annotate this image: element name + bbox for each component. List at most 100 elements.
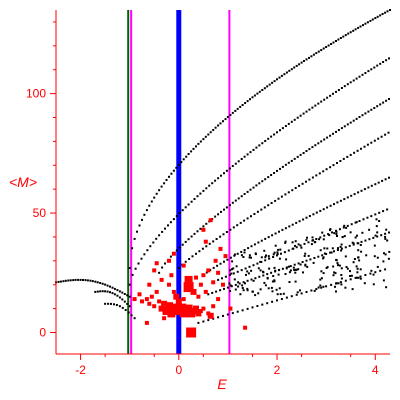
black-point bbox=[293, 66, 296, 69]
black-point bbox=[302, 112, 305, 115]
black-point bbox=[364, 22, 367, 25]
black-point bbox=[208, 184, 211, 187]
red-point bbox=[201, 227, 206, 232]
black-point bbox=[244, 282, 246, 285]
black-point bbox=[266, 273, 269, 276]
black-point bbox=[323, 234, 326, 237]
black-point bbox=[315, 211, 318, 214]
black-point bbox=[273, 172, 276, 174]
black-point bbox=[231, 111, 234, 114]
black-point bbox=[384, 268, 387, 271]
black-point bbox=[82, 279, 84, 281]
black-point bbox=[273, 251, 276, 254]
black-point bbox=[267, 287, 270, 290]
black-point bbox=[384, 232, 387, 235]
black-point bbox=[209, 131, 212, 134]
black-point bbox=[284, 193, 287, 196]
black-point bbox=[313, 289, 316, 292]
red-point bbox=[144, 320, 149, 325]
black-point bbox=[344, 34, 347, 37]
black-point bbox=[373, 66, 376, 69]
black-point bbox=[190, 235, 193, 238]
black-point bbox=[248, 256, 251, 259]
black-point bbox=[214, 215, 217, 218]
black-point bbox=[300, 246, 303, 249]
black-point bbox=[322, 272, 325, 275]
black-point bbox=[169, 221, 172, 224]
black-point bbox=[263, 249, 266, 252]
black-point bbox=[217, 124, 220, 127]
black-point bbox=[225, 206, 228, 209]
black-point bbox=[308, 108, 311, 111]
black-point bbox=[255, 184, 258, 187]
black-point bbox=[240, 195, 243, 198]
red-point bbox=[162, 316, 167, 321]
black-point bbox=[335, 230, 338, 233]
black-point bbox=[267, 176, 270, 179]
black-point bbox=[312, 213, 315, 216]
black-point bbox=[188, 258, 191, 260]
black-point bbox=[247, 272, 250, 275]
black-point bbox=[153, 196, 156, 199]
black-point bbox=[374, 234, 377, 237]
black-point bbox=[260, 239, 263, 242]
black-point bbox=[158, 234, 161, 237]
black-point bbox=[346, 267, 349, 270]
black-point bbox=[384, 178, 387, 181]
black-point bbox=[343, 85, 346, 88]
black-point bbox=[198, 250, 201, 253]
black-point bbox=[314, 144, 317, 147]
black-point bbox=[305, 239, 308, 242]
black-point bbox=[287, 122, 290, 125]
black-point bbox=[279, 129, 281, 132]
black-point bbox=[257, 292, 260, 295]
black-point bbox=[199, 192, 202, 195]
black-point bbox=[335, 290, 337, 293]
black-point bbox=[152, 241, 155, 244]
black-point bbox=[256, 305, 259, 307]
black-point bbox=[366, 21, 369, 24]
black-point bbox=[126, 294, 129, 297]
black-point bbox=[327, 233, 330, 236]
black-point bbox=[305, 180, 307, 183]
black-point bbox=[337, 129, 340, 131]
black-point bbox=[246, 270, 249, 273]
red-point bbox=[171, 251, 176, 256]
black-point bbox=[231, 312, 234, 315]
black-point bbox=[352, 243, 355, 246]
red-point bbox=[190, 288, 197, 295]
black-point bbox=[347, 32, 350, 35]
black-point bbox=[320, 49, 323, 52]
black-point bbox=[234, 162, 237, 165]
black-point bbox=[385, 228, 388, 231]
black-point bbox=[231, 165, 234, 167]
black-point bbox=[346, 155, 349, 158]
black-point bbox=[319, 249, 322, 252]
black-point bbox=[264, 140, 267, 142]
black-point bbox=[367, 110, 370, 113]
black-point bbox=[249, 188, 252, 191]
black-point bbox=[265, 254, 267, 257]
black-point bbox=[271, 234, 274, 237]
black-point bbox=[155, 237, 158, 240]
black-point bbox=[169, 255, 172, 258]
black-point bbox=[312, 53, 315, 56]
black-point bbox=[355, 276, 358, 279]
black-point bbox=[361, 73, 364, 76]
black-point bbox=[261, 89, 264, 91]
red-point bbox=[149, 294, 154, 299]
black-point bbox=[305, 291, 308, 293]
black-point bbox=[332, 41, 335, 44]
black-point bbox=[305, 216, 308, 219]
black-point bbox=[314, 104, 317, 107]
black-point bbox=[101, 282, 104, 285]
black-point bbox=[234, 109, 237, 112]
black-point bbox=[317, 286, 320, 289]
black-point bbox=[140, 257, 143, 260]
black-point bbox=[319, 278, 322, 281]
black-point bbox=[301, 182, 304, 185]
black-point bbox=[363, 188, 366, 191]
black-point bbox=[354, 28, 357, 31]
black-point bbox=[369, 272, 372, 275]
black-point bbox=[284, 227, 287, 230]
